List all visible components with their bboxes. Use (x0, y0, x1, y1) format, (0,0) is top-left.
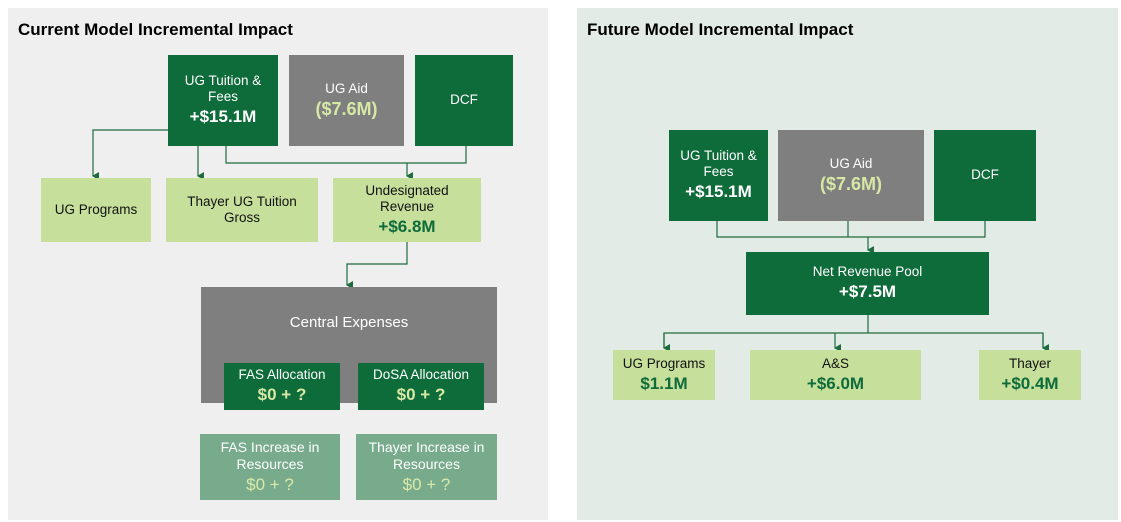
node-label: FAS Increase in Resources (220, 439, 320, 472)
node: DCF (415, 55, 513, 146)
node: DoSA Allocation $0 + ? (358, 363, 484, 410)
node-value: +$15.1M (685, 182, 752, 202)
node-label: UG Aid (325, 80, 368, 96)
node-label: DCF (971, 167, 999, 183)
connector (225, 146, 467, 164)
node-value: +$6.0M (806, 373, 865, 393)
node-value: $0 + ? (257, 385, 307, 405)
panel-title: Current Model Incremental Impact (18, 20, 293, 39)
node: UG Tuition & Fees +$15.1M (168, 55, 278, 146)
connector (92, 129, 168, 180)
node-value: ($7.6M) (819, 173, 882, 194)
node-label: FAS Allocation (238, 367, 326, 383)
node: UG Aid ($7.6M) (778, 130, 924, 221)
node-label: UG Tuition & Fees (680, 148, 757, 180)
node-label: UG Programs (622, 355, 706, 371)
node-label: Central Expenses (289, 314, 409, 331)
panel-title: Future Model Incremental Impact (587, 20, 854, 39)
node-value: $0 + ? (402, 474, 451, 494)
node-label: Thayer (1008, 355, 1052, 371)
node: Thayer UG Tuition Gross (166, 178, 318, 242)
node-label: Thayer UG Tuition Gross (187, 193, 297, 225)
node: Thayer Increase in Resources $0 + ? (356, 434, 497, 500)
node-label: Thayer Increase in Resources (368, 439, 485, 472)
connector (716, 221, 986, 238)
node-value: +$0.4M (1001, 373, 1059, 393)
node-value: +$7.5M (838, 282, 897, 302)
connector (663, 332, 1044, 348)
node: UG Tuition & Fees +$15.1M (669, 130, 768, 221)
node-value: +$15.1M (189, 107, 257, 127)
node-value: $0 + ? (396, 385, 446, 405)
node-value: $0 + ? (246, 474, 294, 494)
node-label: Net Revenue Pool (812, 264, 923, 280)
node: A&S +$6.0M (750, 350, 921, 400)
node: UG Programs $1.1M (613, 350, 715, 400)
node-value: $1.1M (640, 373, 688, 393)
connector (346, 242, 408, 289)
node-value: +$6.8M (378, 216, 436, 236)
node-label: UG Tuition & Fees (184, 73, 262, 105)
node: FAS Increase in Resources $0 + ? (200, 434, 340, 500)
node-label: DCF (450, 92, 478, 108)
node: Net Revenue Pool +$7.5M (746, 252, 989, 315)
node-label: Undesignated Revenue (365, 182, 449, 214)
node-value: ($7.6M) (315, 98, 378, 119)
node: FAS Allocation $0 + ? (224, 363, 340, 410)
node-label: A&S (821, 355, 849, 371)
node-label: UG Programs (54, 201, 138, 217)
node: UG Programs (41, 178, 151, 242)
node: UG Aid ($7.6M) (289, 55, 404, 146)
node: Undesignated Revenue +$6.8M (333, 178, 481, 242)
node: DCF (934, 130, 1036, 221)
node-label: DoSA Allocation (372, 367, 470, 383)
node-label: UG Aid (829, 155, 873, 171)
node: Thayer +$0.4M (979, 350, 1081, 400)
